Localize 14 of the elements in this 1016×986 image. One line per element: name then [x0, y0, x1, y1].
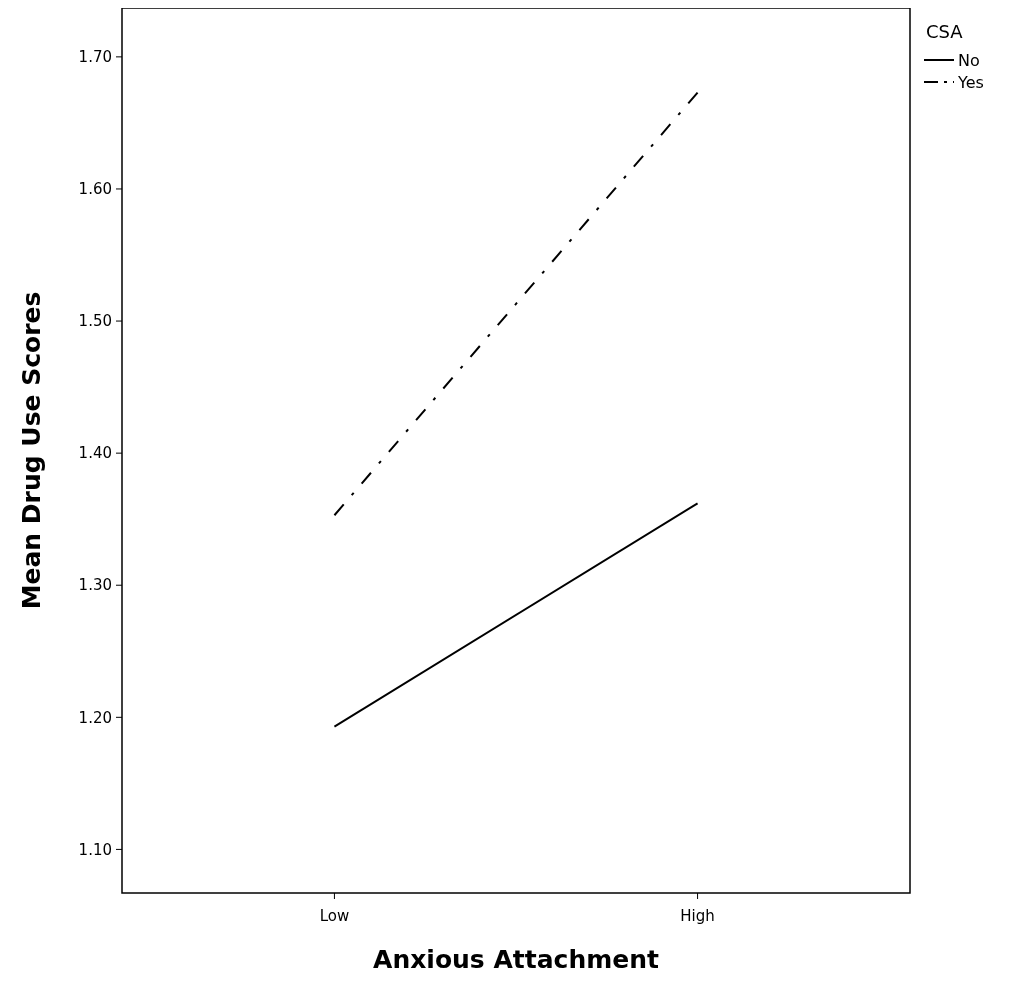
- legend-label: No: [958, 50, 980, 70]
- y-tick-label: 1.70: [78, 48, 112, 67]
- y-axis-title: Mean Drug Use Scores: [17, 291, 46, 610]
- y-tick-label: 1.60: [78, 180, 112, 199]
- y-tick-label: 1.20: [78, 708, 112, 727]
- legend-title: CSA: [926, 21, 964, 42]
- legend-label: Yes: [957, 72, 984, 92]
- x-axis-title: Anxious Attachment: [373, 945, 659, 974]
- x-tick-label: High: [680, 907, 715, 925]
- y-tick-label: 1.40: [78, 444, 112, 463]
- x-tick-label: Low: [319, 907, 350, 925]
- y-tick-label: 1.50: [78, 312, 112, 331]
- y-tick-label: 1.30: [78, 576, 112, 595]
- y-tick-label: 1.10: [78, 840, 112, 859]
